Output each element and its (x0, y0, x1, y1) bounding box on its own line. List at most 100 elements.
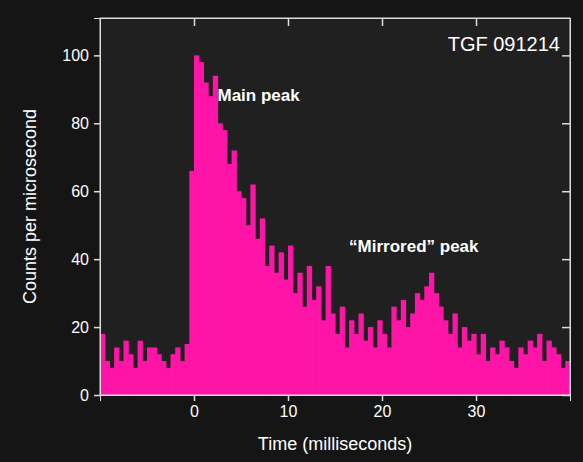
bar (401, 300, 406, 395)
bar (335, 334, 340, 395)
chart: 0102030020406080100Time (milliseconds)Co… (0, 0, 583, 462)
tick: 0 (80, 387, 100, 404)
x-axis: 0102030 (101, 395, 571, 420)
axis-line (94, 19, 101, 396)
bar (147, 347, 152, 395)
tick-mark (94, 395, 100, 397)
bar (565, 361, 570, 395)
tick-mark (194, 395, 196, 401)
tick: 60 (71, 183, 100, 200)
bar (420, 300, 425, 395)
bar (424, 286, 429, 395)
tick (562, 123, 570, 124)
bar (288, 246, 293, 395)
bar (490, 347, 495, 395)
bar (114, 347, 119, 395)
bar (161, 361, 166, 395)
bar (344, 347, 349, 395)
tick-mark (382, 395, 384, 401)
bar (274, 273, 279, 395)
bar (382, 334, 387, 395)
tick: 20 (71, 319, 100, 336)
bar (547, 341, 552, 395)
bar (128, 354, 133, 395)
bar (523, 354, 528, 395)
tick: 40 (71, 251, 100, 268)
bar (485, 361, 490, 395)
tick-mark (288, 18, 290, 26)
bar (152, 347, 157, 395)
tick (562, 395, 570, 396)
tick-label: 80 (71, 115, 89, 132)
tick-label: 0 (80, 387, 89, 404)
tick-mark (476, 18, 478, 26)
tick: 0 (190, 395, 199, 420)
tick-mark (94, 55, 100, 57)
bar (363, 341, 368, 395)
annotation: Main peak (218, 86, 301, 105)
bar (457, 347, 462, 395)
bar (316, 286, 321, 395)
bar (213, 76, 218, 395)
tick-mark (476, 395, 478, 401)
tick-mark (562, 191, 570, 193)
background (0, 0, 583, 462)
bar (326, 266, 331, 395)
tick-mark (562, 123, 570, 125)
bar (138, 341, 143, 395)
bar (265, 266, 270, 395)
bar (514, 368, 519, 395)
bar (203, 83, 208, 395)
bar (236, 191, 241, 395)
bar (246, 225, 251, 395)
bar (297, 273, 302, 395)
axis-line (101, 396, 571, 402)
bar (119, 361, 124, 395)
bar (438, 307, 443, 395)
tick-mark (288, 395, 290, 401)
bar (185, 344, 190, 395)
bar (283, 280, 288, 395)
bar (232, 150, 237, 395)
bar (448, 334, 453, 395)
bar (462, 327, 467, 395)
tick (288, 18, 289, 26)
bar (307, 266, 312, 395)
bar (443, 320, 448, 395)
bar (241, 198, 246, 395)
bar (293, 293, 298, 395)
bar (175, 347, 180, 395)
tick-mark (94, 327, 100, 329)
bar (387, 347, 392, 395)
bar (415, 293, 420, 395)
bar (349, 320, 354, 395)
bar (124, 341, 129, 395)
tick-mark (94, 259, 100, 261)
tick (476, 18, 477, 26)
bar (528, 341, 533, 395)
tick (562, 55, 570, 56)
tick-mark (194, 18, 196, 26)
bar (377, 320, 382, 395)
tick (382, 18, 383, 26)
tick (562, 191, 570, 192)
bar (208, 96, 213, 395)
bar (509, 361, 514, 395)
tick: 80 (71, 115, 100, 132)
bar (312, 300, 317, 395)
tick-label: 40 (71, 251, 89, 268)
bar (504, 347, 509, 395)
tick-label: 30 (468, 403, 486, 420)
bar (368, 327, 373, 395)
y-axis: 020406080100 (62, 19, 100, 404)
x-axis-title: Time (milliseconds) (258, 434, 412, 454)
bar (133, 368, 138, 395)
bar (542, 361, 547, 395)
bar (166, 368, 171, 395)
tick-label: 60 (71, 183, 89, 200)
bar (453, 313, 458, 395)
bar (354, 334, 359, 395)
bars (100, 55, 570, 395)
tick-label: 20 (374, 403, 392, 420)
bar (495, 354, 500, 395)
